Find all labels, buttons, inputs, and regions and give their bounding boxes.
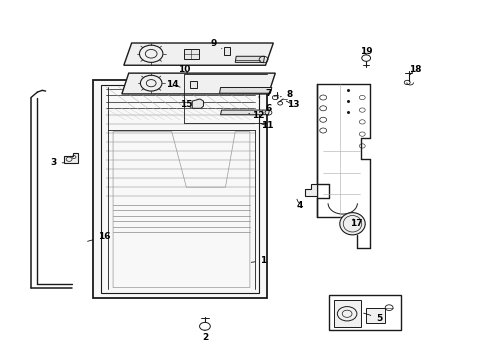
Polygon shape — [184, 49, 198, 59]
Text: 6: 6 — [262, 104, 271, 113]
Bar — [366, 309, 385, 323]
Text: 15: 15 — [180, 100, 193, 109]
Bar — [329, 295, 401, 330]
Text: 4: 4 — [296, 199, 303, 210]
Text: 18: 18 — [409, 65, 421, 75]
Bar — [334, 300, 361, 327]
Polygon shape — [93, 80, 267, 298]
Text: 14: 14 — [167, 81, 180, 90]
Polygon shape — [235, 56, 265, 62]
Polygon shape — [223, 47, 230, 55]
Text: 9: 9 — [210, 39, 222, 49]
Text: 3: 3 — [50, 158, 64, 167]
Text: 19: 19 — [360, 47, 372, 56]
Polygon shape — [305, 184, 318, 196]
Polygon shape — [190, 81, 197, 88]
Polygon shape — [64, 153, 78, 163]
Polygon shape — [124, 43, 273, 65]
Text: 12: 12 — [249, 111, 265, 120]
Polygon shape — [122, 73, 275, 94]
Text: 8: 8 — [280, 90, 293, 99]
Text: 16: 16 — [88, 232, 111, 241]
Text: 1: 1 — [251, 256, 267, 265]
Text: 7: 7 — [259, 89, 271, 98]
Text: 2: 2 — [202, 330, 208, 342]
Polygon shape — [192, 99, 203, 108]
Text: 10: 10 — [178, 65, 190, 74]
Ellipse shape — [340, 213, 365, 235]
Text: 11: 11 — [261, 121, 273, 130]
Text: 13: 13 — [286, 100, 299, 109]
Text: 5: 5 — [364, 313, 383, 323]
Text: 17: 17 — [350, 219, 363, 228]
Polygon shape — [220, 87, 272, 93]
Polygon shape — [220, 110, 270, 115]
